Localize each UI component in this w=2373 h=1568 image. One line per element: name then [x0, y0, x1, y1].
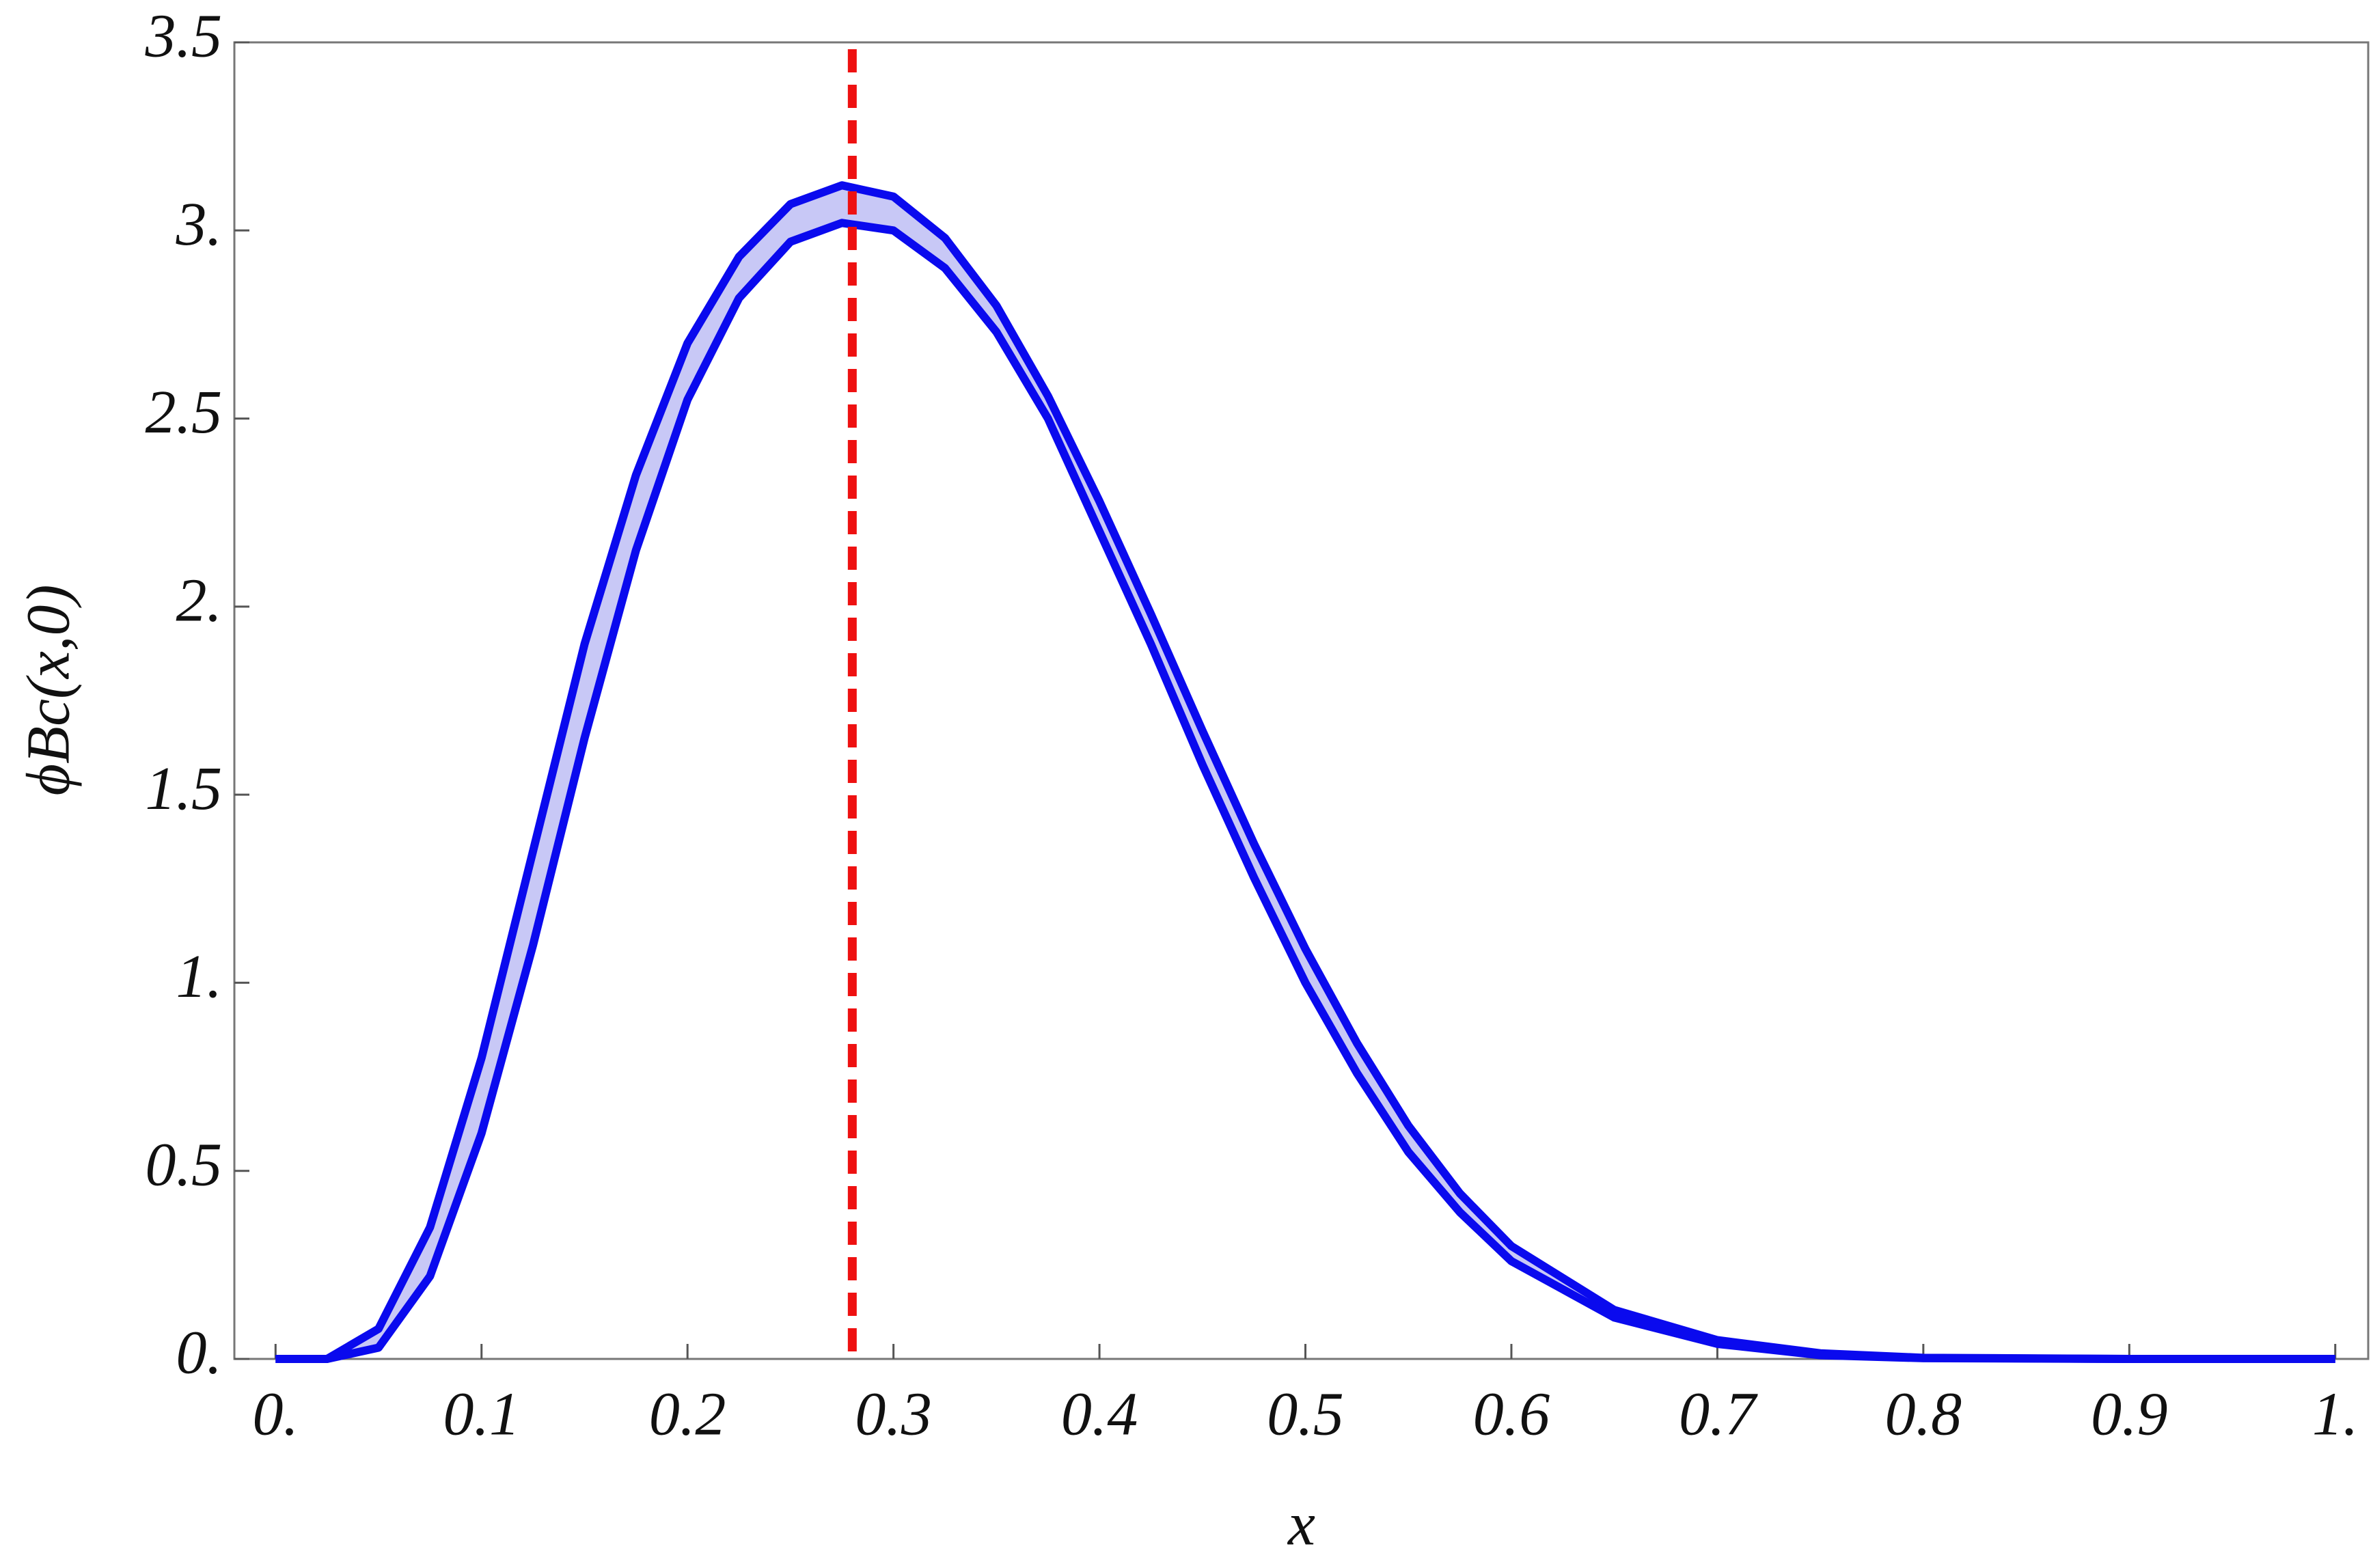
x-tick-label: 0.6: [1473, 1381, 1550, 1448]
y-tick-label: 2.5: [146, 379, 223, 446]
x-tick-label: 0.1: [443, 1381, 520, 1448]
x-tick-label: 0.3: [855, 1381, 932, 1448]
x-axis-label: x: [1287, 1491, 1315, 1558]
band: [275, 185, 2335, 1359]
curve: [275, 219, 2335, 1363]
x-tick-label: 0.4: [1061, 1381, 1138, 1448]
y-tick-label: 0.: [176, 1319, 223, 1387]
y-tick-label: 0.5: [146, 1131, 223, 1198]
x-tick-label: 0.8: [1885, 1381, 1962, 1448]
y-tick-label: 1.5: [146, 755, 223, 823]
x-tick-label: 0.7: [1679, 1381, 1759, 1448]
x-tick-label: 0.5: [1267, 1381, 1344, 1448]
x-tick-label: 0.9: [2091, 1381, 2168, 1448]
y-tick-label: 1.: [176, 943, 223, 1010]
y-tick-label: 3.5: [145, 3, 223, 70]
x-tick-label: 1.: [2312, 1381, 2359, 1448]
y-tick-label: 2.: [176, 567, 223, 635]
x-tick-label: 0.2: [649, 1381, 726, 1448]
y-tick-label: 3.: [176, 191, 223, 258]
curve: [275, 181, 2335, 1363]
plot-frame: [233, 41, 2370, 1360]
y-axis-label: ϕBc(x,0): [15, 585, 83, 796]
x-tick-label: 0.: [253, 1381, 299, 1448]
